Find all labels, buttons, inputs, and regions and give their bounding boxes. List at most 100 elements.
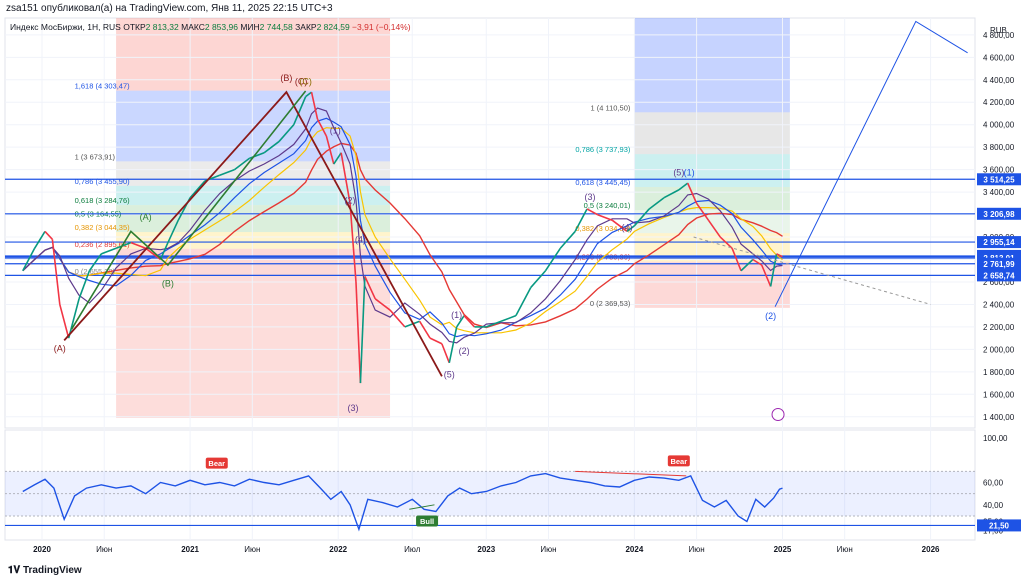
wave-label: (1) [330,126,341,136]
price-axis-badge [977,257,1021,270]
price-segment [686,182,698,204]
low-value: 2 744,58 [259,22,293,32]
price-axis-label: 2 955,14 [983,238,1015,247]
symbol-name: Индекс МосБиржи, 1Н, RUS [10,22,121,32]
price-segment [263,140,280,154]
price-segment [340,152,351,204]
price-segment [404,320,420,328]
price-axis-badge [977,207,1021,220]
rsi-line [22,472,783,532]
x-tick-label: 2024 [625,545,643,554]
price-segment [333,152,342,165]
brand-name: TradingView [22,565,82,576]
price-segment [359,276,366,384]
fib-zone-382 [116,232,391,249]
fib-label-left: 1 (3 673,91) [75,152,116,161]
fib-label-left: 0,236 (2 895,61) [75,240,131,249]
price-axis-label: 2 658,74 [983,271,1015,280]
fib-zone-786 [116,185,391,206]
wave-label: (A) [54,344,66,354]
fib-label-right: 0,382 (3 034,58) [575,224,631,233]
wave-label: (B) [162,278,174,288]
price-segment [33,231,46,249]
y-tick-label: 4 400,00 [983,76,1015,85]
x-tick-label: 2023 [477,545,495,554]
fib-label-left: 0,786 (3 455,90) [75,177,131,186]
wave-label: (C) [299,76,312,86]
wave-abc-minor [70,90,307,330]
wave-label: (C) [295,76,308,86]
change-value: −3,91 (−0,14%) [352,22,411,32]
price-segment [663,189,680,199]
y-tick-label: 3 600,00 [983,166,1015,175]
rsi-signal-badge [667,455,690,467]
price-segment [189,180,206,199]
y-tick-label: 3 800,00 [983,143,1015,152]
wave-label: (5) [444,369,455,379]
price-segment [145,247,161,261]
wave-label: (5) [673,167,684,177]
price-segment [293,96,307,126]
price-segment [115,241,132,250]
price-segment [515,287,532,317]
close-label: ЗАКР [295,22,317,32]
y-tick-label: 1 400,00 [983,413,1015,422]
x-tick-label: 2021 [181,545,199,554]
rsi-divergence-bear [575,470,687,477]
price-segment [305,91,313,98]
rsi-signal-label: Bear [208,459,225,468]
ma-blue [22,117,783,338]
price-segment [130,241,146,250]
rsi-signal-badge [416,515,439,527]
wave-label: (3) [348,403,359,413]
x-tick-label: 2020 [33,545,51,554]
price-segment [448,326,458,364]
fib-label-right: 0 (2 369,53) [590,299,631,308]
price-axis-badge [977,173,1021,186]
wave-label: (2) [765,311,776,321]
price-axis-label: 3 514,25 [983,175,1015,184]
fib-label-right: 0,786 (3 737,93) [575,145,631,154]
fib-label-right: 0,618 (3 445,45) [575,178,631,187]
rsi-signal-badge [205,457,228,469]
wave-label: (1) [684,167,695,177]
price-axis-label: 2 761,99 [983,260,1015,269]
fib-label-left: 1,618 (4 303,47) [75,82,131,91]
ma-red [22,142,783,329]
tradingview-logo: 𝟏𝐕 TradingView [8,561,82,581]
published-line: zsa151 опубликовал(а) на TradingView.com… [6,3,333,14]
price-segment [325,135,335,165]
wave-label: (3) [584,192,595,202]
x-tick-label: 2022 [329,545,347,554]
price-segment [51,239,61,305]
price-segment [695,202,710,221]
range-zone-red [116,18,391,91]
price-segment [633,208,650,227]
tv-icon: 𝟏𝐕 [8,565,23,576]
price-segment [761,264,772,287]
y-tick-label: 3 400,00 [983,188,1015,197]
wave-label: (B) [280,73,292,83]
footer: 𝟏𝐕 TradingView [0,561,1024,581]
price-segment [559,230,576,249]
trend-dashed [693,236,931,305]
price-segment [159,242,169,260]
wave-label: (4) [621,222,632,232]
fib-label-right: 1 (4 110,50) [590,103,630,112]
x-tick-label: Июн [540,545,556,554]
rsi-current-label: 21,50 [989,521,1010,530]
projection-line [774,20,968,307]
y-tick-label: 4 200,00 [983,98,1015,107]
price-segment [374,298,391,311]
high-value: 2 853,96 [204,22,238,32]
rsi-divergence-bull [409,504,435,510]
price-segment [59,304,70,339]
ohlc-legend: Индекс МосБиржи, 1Н, RUS ОТКР2 813,32 МА… [10,22,411,32]
price-segment [719,236,733,249]
price-segment [44,230,53,240]
fib-label-left: 0,382 (3 044,35) [75,223,131,232]
price-segment [429,337,443,345]
published-header: zsa151 опубликовал(а) на TradingView.com… [0,0,1024,18]
wave-label: (4) [355,235,366,245]
